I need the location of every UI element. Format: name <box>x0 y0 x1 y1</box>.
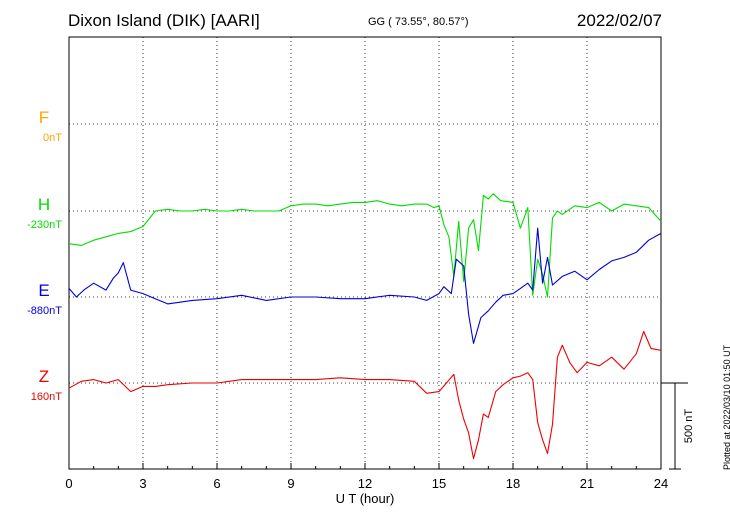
x-tick-label: 12 <box>358 476 372 491</box>
station-coordinates: GG ( 73.55°, 80.57°) <box>368 16 469 28</box>
chart-title: Dixon Island (DIK) [AARI] <box>68 11 260 30</box>
x-tick-label: 0 <box>65 476 72 491</box>
x-tick-label: 18 <box>506 476 520 491</box>
x-tick-label: 21 <box>580 476 594 491</box>
component-baseline-z: 160nT <box>31 391 62 403</box>
x-tick-label: 3 <box>139 476 146 491</box>
trace-h <box>68 193 662 298</box>
chart-date: 2022/02/07 <box>576 11 662 30</box>
component-baseline-f: 0nT <box>43 132 62 144</box>
x-tick-label: 24 <box>654 476 668 491</box>
scale-bar-label: 500 nT <box>683 409 695 444</box>
trace-z <box>68 330 662 460</box>
component-baseline-h: -230nT <box>27 219 62 231</box>
trace-e <box>68 227 662 344</box>
x-axis-label: U T (hour) <box>336 491 395 506</box>
component-baseline-e: -880nT <box>27 305 62 317</box>
x-tick-label: 15 <box>432 476 446 491</box>
component-label-z: Z <box>39 367 49 386</box>
component-label-f: F <box>39 108 49 127</box>
x-tick-label: 6 <box>213 476 220 491</box>
x-tick-label: 9 <box>287 476 294 491</box>
plotted-timestamp: Plotted at 2022/03/10 01:50 UT <box>722 344 730 470</box>
component-label-e: E <box>38 281 49 300</box>
component-label-h: H <box>38 195 50 214</box>
